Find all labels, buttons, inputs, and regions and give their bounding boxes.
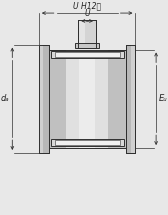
Bar bbox=[126, 45, 135, 153]
Bar bbox=[55, 140, 120, 145]
Bar bbox=[66, 49, 108, 148]
Text: U H12Ⓔ: U H12Ⓔ bbox=[73, 2, 101, 11]
Bar bbox=[39, 45, 49, 153]
Bar bbox=[78, 20, 96, 48]
Bar bbox=[132, 45, 135, 153]
Bar bbox=[51, 139, 124, 146]
Bar bbox=[49, 49, 126, 148]
Bar bbox=[75, 43, 99, 48]
Text: U: U bbox=[84, 9, 90, 18]
Bar bbox=[79, 49, 95, 148]
Text: dₐ: dₐ bbox=[1, 94, 10, 103]
Bar bbox=[55, 52, 120, 57]
Bar bbox=[78, 20, 96, 48]
Bar bbox=[51, 51, 124, 58]
Text: Eᵤ: Eᵤ bbox=[159, 94, 167, 103]
Bar bbox=[126, 45, 135, 153]
Bar bbox=[49, 49, 126, 148]
Bar bbox=[79, 20, 86, 48]
Bar bbox=[39, 45, 49, 153]
Bar bbox=[39, 45, 43, 153]
